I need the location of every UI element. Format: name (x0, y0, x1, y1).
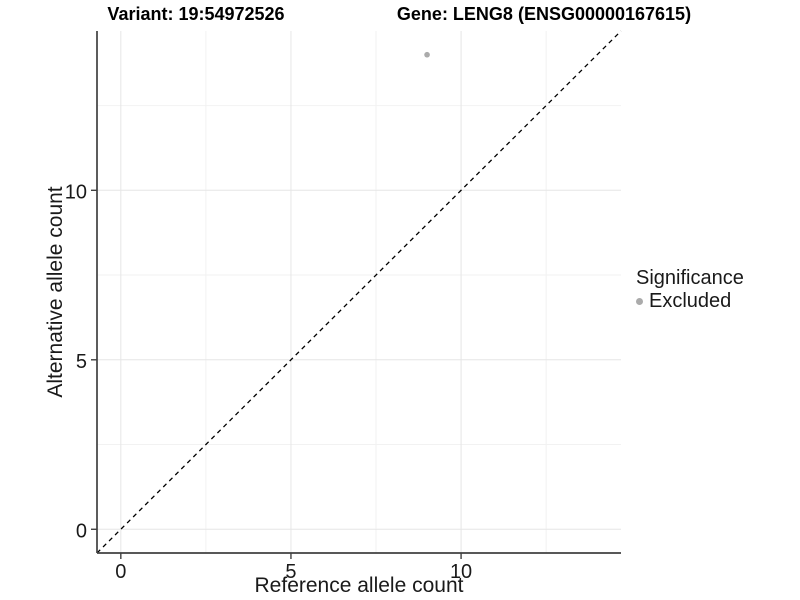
y-axis-title: Alternative allele count (44, 186, 67, 398)
x-tick-label: 5 (285, 561, 296, 583)
data-point (424, 51, 430, 58)
legend: Significance Excluded (636, 266, 744, 312)
y-tick-label: 0 (76, 520, 87, 542)
x-tick-label: 10 (450, 561, 472, 583)
legend-item-label: Excluded (649, 290, 732, 312)
y-tick-label: 5 (76, 351, 87, 373)
gene-title: Gene: LENG8 (ENSG00000167615) (396, 4, 692, 24)
legend-title: Significance (636, 267, 744, 289)
identity-dashed-line (96, 30, 622, 554)
y-tick-label: 10 (65, 181, 87, 203)
legend-point-swatch (636, 297, 643, 305)
x-tick-label: 0 (115, 561, 126, 583)
legend-item-excluded: Excluded (636, 290, 744, 312)
x-axis-title: Reference allele count (254, 574, 464, 597)
variant-title: Variant: 19:54972526 (107, 4, 285, 24)
